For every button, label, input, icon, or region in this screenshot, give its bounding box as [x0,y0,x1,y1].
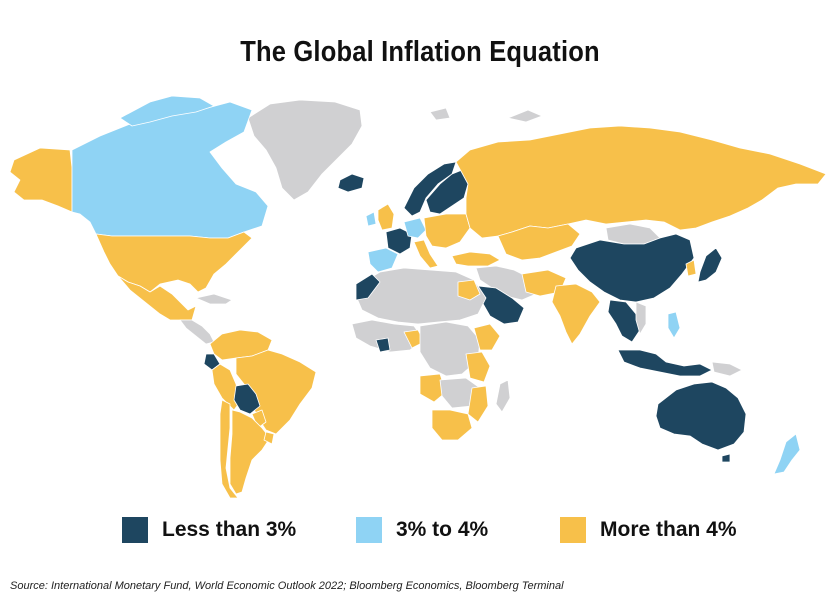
source-note: Source: International Monetary Fund, Wor… [10,580,564,592]
region-australia [655,381,747,451]
region-canada-islands [119,95,215,127]
region-caribbean [195,293,233,305]
region-egypt [457,279,481,301]
legend-swatch-low [122,517,148,543]
region-spain [367,247,399,273]
region-svalbard [429,107,451,121]
region-korea [685,259,697,277]
region-chile [219,399,239,499]
region-india [551,283,601,345]
region-argentina [229,409,271,495]
region-iceland [337,173,365,193]
legend-label-mid: 3% to 4% [396,518,489,541]
region-southeast-asia [607,299,641,343]
region-mexico [117,275,197,321]
region-saudi-arabia [477,285,525,325]
region-bolivia [233,383,261,415]
region-middle-east [475,265,537,301]
region-philippines [667,311,681,339]
region-france [385,227,413,255]
region-ethiopia [473,323,501,351]
region-papua [711,361,743,377]
legend-label-high: More than 4% [600,518,737,541]
region-canada [71,101,269,239]
world-map-svg [9,95,827,499]
region-central-america [179,319,215,345]
region-south-africa [431,409,473,441]
legend-item-low: Less than 3% [122,514,296,546]
legend-swatch-mid [356,517,382,543]
region-tasmania [721,453,731,463]
region-mozambique [467,385,489,423]
region-north-africa [355,267,487,325]
region-russia [455,125,827,239]
region-angola [419,373,447,403]
region-greenland [247,99,363,201]
region-uruguay [263,431,275,445]
region-uk [377,203,395,231]
region-vietnam [635,301,647,335]
region-alaska [9,147,73,213]
world-map [0,88,840,508]
region-madagascar [495,379,511,413]
region-turkey [451,251,501,267]
region-italy [413,239,439,269]
region-morocco [355,273,381,301]
legend-label-low: Less than 3% [162,518,297,541]
region-germany [403,217,427,239]
legend-item-mid: 3% to 4% [356,514,488,546]
map-title: The Global Inflation Equation [240,36,600,68]
region-ivory-coast [375,337,391,353]
region-eastern-europe [423,213,471,249]
legend-item-high: More than 4% [560,514,737,546]
region-china [569,233,695,303]
region-new-zealand [773,433,801,475]
legend: Less than 3% 3% to 4% More than 4% [0,514,840,550]
region-japan [697,247,723,283]
region-siberian-islands [507,109,543,123]
region-indonesia [617,349,713,377]
region-east-africa [465,351,491,383]
region-usa [95,231,253,293]
legend-swatch-high [560,517,586,543]
region-ireland [365,211,377,227]
region-sweden-finland [425,169,469,215]
region-central-asia [497,223,581,261]
